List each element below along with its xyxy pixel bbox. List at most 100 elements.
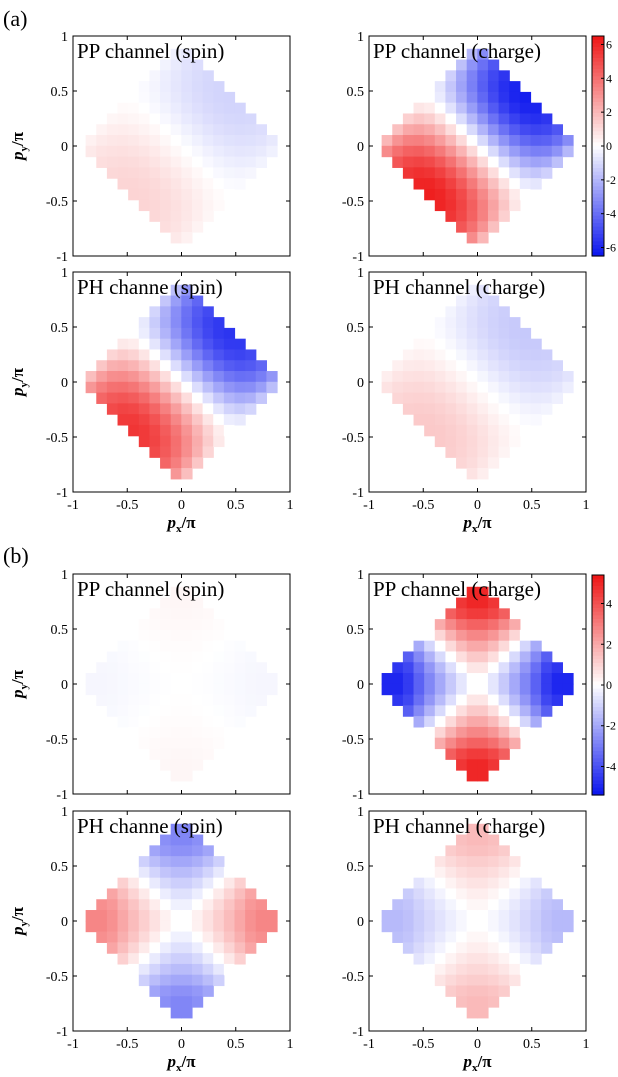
heatmap-cell bbox=[181, 683, 193, 696]
heatmap-cell bbox=[223, 360, 236, 372]
heatmap-cell bbox=[138, 953, 151, 965]
heatmap-cell bbox=[424, 349, 436, 361]
heatmap-cell bbox=[106, 145, 119, 158]
y-tick-label: -1 bbox=[352, 1025, 364, 1040]
x-tick-label: 0 bbox=[474, 498, 481, 513]
heatmap-cell bbox=[498, 845, 510, 857]
colorbar-segment bbox=[592, 175, 604, 180]
heatmap-cell bbox=[234, 920, 246, 933]
heatmap-cell bbox=[456, 317, 468, 329]
colorbar-segment bbox=[592, 61, 604, 66]
heatmap-cell bbox=[181, 899, 193, 911]
heatmap-cell bbox=[213, 942, 225, 954]
heatmap-cell bbox=[85, 920, 97, 933]
heatmap-cell bbox=[413, 156, 425, 168]
heatmap-cell bbox=[170, 414, 182, 426]
heatmap-cell bbox=[181, 888, 193, 900]
heatmap-cell bbox=[413, 113, 425, 125]
colorbar-segment bbox=[592, 659, 604, 664]
heatmap-cell bbox=[477, 899, 489, 911]
heatmap-cell bbox=[138, 910, 151, 922]
y-axis-label: py/π bbox=[8, 906, 30, 937]
heatmap-cell bbox=[160, 737, 172, 750]
heatmap-cell bbox=[477, 210, 489, 222]
heatmap-cell bbox=[117, 371, 129, 383]
y-tick-label: 0 bbox=[357, 140, 364, 155]
heatmap-cell bbox=[191, 327, 204, 340]
heatmap-cell bbox=[466, 284, 478, 297]
heatmap-cell bbox=[170, 629, 182, 642]
heatmap-cell bbox=[477, 683, 489, 696]
heatmap-cell bbox=[160, 124, 172, 136]
heatmap-cell bbox=[466, 770, 478, 782]
heatmap-cell bbox=[170, 942, 182, 954]
heatmap-cell bbox=[487, 985, 500, 997]
heatmap-cell bbox=[509, 931, 521, 943]
heatmap-cell bbox=[445, 662, 457, 674]
heatmap-cell bbox=[434, 651, 447, 663]
y-tick-label: 0.5 bbox=[347, 623, 365, 638]
heatmap-cell bbox=[213, 640, 225, 653]
heatmap-cell bbox=[413, 920, 425, 933]
heatmap-cell bbox=[181, 770, 193, 782]
heatmap-cell bbox=[434, 91, 447, 104]
heatmap-cell bbox=[477, 232, 489, 244]
heatmap-cell bbox=[509, 188, 521, 201]
heatmap-cell bbox=[213, 877, 225, 890]
colorbar-segment bbox=[592, 212, 604, 217]
heatmap-cell bbox=[487, 178, 500, 190]
heatmap-cell bbox=[402, 942, 415, 954]
heatmap-cell bbox=[498, 317, 510, 329]
heatmap-cell bbox=[128, 877, 140, 890]
heatmap-cell bbox=[160, 306, 172, 318]
heatmap-cell bbox=[541, 931, 553, 943]
heatmap-cell bbox=[202, 70, 214, 82]
heatmap-cell bbox=[234, 888, 246, 900]
heatmap-cell bbox=[149, 306, 161, 318]
heatmap-cell bbox=[466, 295, 478, 307]
heatmap-cell bbox=[402, 349, 415, 361]
y-tick-label: 0.5 bbox=[347, 860, 365, 875]
heatmap-cell bbox=[487, 360, 500, 372]
colorbar-tick-label: -4 bbox=[606, 759, 616, 773]
colorbar-segment bbox=[592, 87, 604, 92]
heatmap-cell bbox=[138, 705, 151, 717]
heatmap-cell bbox=[498, 705, 510, 717]
heatmap-cell bbox=[498, 629, 510, 642]
heatmap-cell bbox=[445, 178, 457, 190]
y-tick-label: 1 bbox=[357, 805, 364, 820]
heatmap-cell bbox=[138, 942, 151, 954]
heatmap-cell bbox=[466, 726, 478, 739]
heatmap-cell bbox=[509, 683, 521, 696]
heatmap-cell bbox=[106, 888, 119, 900]
heatmap-cell bbox=[181, 1007, 193, 1019]
x-tick-label: -1 bbox=[67, 498, 79, 513]
heatmap-cell bbox=[106, 113, 119, 125]
heatmap-cell bbox=[106, 694, 119, 706]
heatmap-cell bbox=[434, 888, 447, 900]
heatmap-cell bbox=[245, 942, 257, 954]
colorbar-segment bbox=[592, 153, 604, 158]
heatmap-cell bbox=[445, 716, 457, 728]
heatmap-cell bbox=[213, 178, 225, 190]
heatmap-cell bbox=[213, 81, 225, 93]
heatmap-cell bbox=[381, 135, 393, 147]
colorbar-segment bbox=[592, 589, 604, 594]
heatmap-cell bbox=[466, 662, 478, 674]
heatmap-cell bbox=[456, 435, 468, 448]
heatmap-cell bbox=[424, 910, 436, 922]
heatmap-cell bbox=[234, 381, 246, 394]
heatmap-cell bbox=[160, 295, 172, 307]
heatmap-cell bbox=[234, 113, 246, 125]
heatmap-cell bbox=[424, 424, 436, 437]
heatmap-cell bbox=[160, 942, 172, 954]
colorbar-segment bbox=[592, 644, 604, 649]
heatmap-cell bbox=[191, 651, 204, 663]
heatmap-cell bbox=[149, 705, 161, 717]
heatmap-cell bbox=[128, 360, 140, 372]
heatmap-cell bbox=[170, 392, 182, 404]
heatmap-cell bbox=[541, 392, 553, 404]
heatmap-cell bbox=[509, 81, 521, 93]
heatmap-cell bbox=[487, 856, 500, 868]
heatmap-cell bbox=[498, 156, 510, 168]
